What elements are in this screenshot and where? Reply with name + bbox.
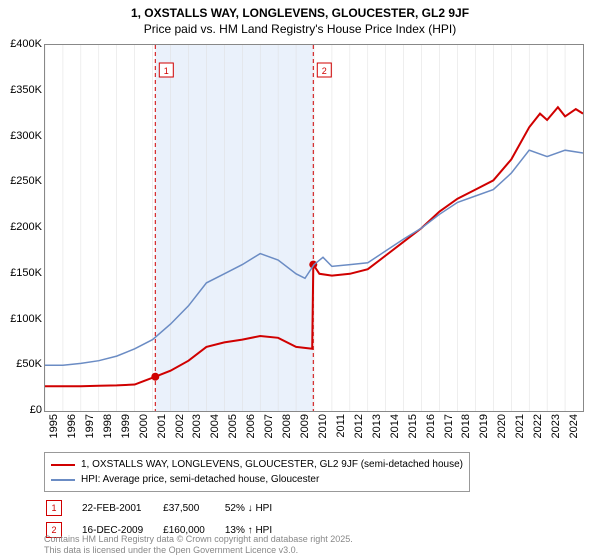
x-tick-label: 2022 bbox=[532, 414, 544, 444]
y-tick-label: £350K bbox=[2, 84, 42, 96]
x-tick-label: 2020 bbox=[496, 414, 508, 444]
y-tick-label: £0 bbox=[2, 404, 42, 416]
x-tick-label: 2003 bbox=[191, 414, 203, 444]
legend: 1, OXSTALLS WAY, LONGLEVENS, GLOUCESTER,… bbox=[44, 452, 470, 492]
x-tick-label: 1998 bbox=[102, 414, 114, 444]
x-tick-label: 2006 bbox=[245, 414, 257, 444]
marker-price-1: £37,500 bbox=[163, 498, 223, 518]
y-tick-label: £100K bbox=[2, 313, 42, 325]
marker-date-1: 22-FEB-2001 bbox=[82, 498, 161, 518]
x-tick-label: 2004 bbox=[209, 414, 221, 444]
y-tick-label: £250K bbox=[2, 175, 42, 187]
y-tick-label: £300K bbox=[2, 130, 42, 142]
x-tick-label: 2012 bbox=[353, 414, 365, 444]
x-tick-label: 1997 bbox=[84, 414, 96, 444]
y-tick-label: £400K bbox=[2, 38, 42, 50]
legend-item-2: HPI: Average price, semi-detached house,… bbox=[51, 472, 463, 487]
legend-swatch-1 bbox=[51, 464, 75, 466]
x-tick-label: 2000 bbox=[138, 414, 150, 444]
x-tick-label: 2005 bbox=[227, 414, 239, 444]
x-tick-label: 2023 bbox=[550, 414, 562, 444]
marker-badge-1: 1 bbox=[46, 500, 62, 516]
x-tick-label: 2008 bbox=[281, 414, 293, 444]
x-tick-label: 1996 bbox=[66, 414, 78, 444]
x-tick-label: 2010 bbox=[317, 414, 329, 444]
svg-text:2: 2 bbox=[322, 66, 327, 76]
x-tick-label: 2013 bbox=[371, 414, 383, 444]
x-tick-label: 2024 bbox=[568, 414, 580, 444]
attribution-line1: Contains HM Land Registry data © Crown c… bbox=[44, 534, 353, 545]
y-tick-label: £200K bbox=[2, 221, 42, 233]
x-tick-label: 2014 bbox=[389, 414, 401, 444]
x-tick-label: 2017 bbox=[443, 414, 455, 444]
marker-row-1: 1 22-FEB-2001 £37,500 52% ↓ HPI bbox=[46, 498, 290, 518]
x-tick-label: 1995 bbox=[48, 414, 60, 444]
attribution-line2: This data is licensed under the Open Gov… bbox=[44, 545, 353, 556]
x-tick-label: 2016 bbox=[425, 414, 437, 444]
x-tick-label: 2021 bbox=[514, 414, 526, 444]
x-tick-label: 2009 bbox=[299, 414, 311, 444]
y-tick-label: £50K bbox=[2, 358, 42, 370]
legend-label-2: HPI: Average price, semi-detached house,… bbox=[81, 472, 319, 487]
x-tick-label: 2007 bbox=[263, 414, 275, 444]
marker-delta-1: 52% ↓ HPI bbox=[225, 498, 290, 518]
plot-svg: 12 bbox=[45, 45, 583, 411]
x-tick-label: 2015 bbox=[407, 414, 419, 444]
chart-title-line1: 1, OXSTALLS WAY, LONGLEVENS, GLOUCESTER,… bbox=[0, 0, 600, 22]
plot-area: 12 bbox=[44, 44, 584, 412]
x-tick-label: 2002 bbox=[174, 414, 186, 444]
x-tick-label: 2018 bbox=[460, 414, 472, 444]
y-tick-label: £150K bbox=[2, 267, 42, 279]
x-tick-label: 2011 bbox=[335, 414, 347, 444]
chart-title-line2: Price paid vs. HM Land Registry's House … bbox=[0, 22, 600, 40]
legend-label-1: 1, OXSTALLS WAY, LONGLEVENS, GLOUCESTER,… bbox=[81, 457, 463, 472]
x-tick-label: 1999 bbox=[120, 414, 132, 444]
svg-text:1: 1 bbox=[164, 66, 169, 76]
legend-item-1: 1, OXSTALLS WAY, LONGLEVENS, GLOUCESTER,… bbox=[51, 457, 463, 472]
chart-container: 1, OXSTALLS WAY, LONGLEVENS, GLOUCESTER,… bbox=[0, 0, 600, 560]
legend-swatch-2 bbox=[51, 479, 75, 481]
attribution: Contains HM Land Registry data © Crown c… bbox=[44, 534, 353, 556]
x-tick-label: 2001 bbox=[156, 414, 168, 444]
x-tick-label: 2019 bbox=[478, 414, 490, 444]
